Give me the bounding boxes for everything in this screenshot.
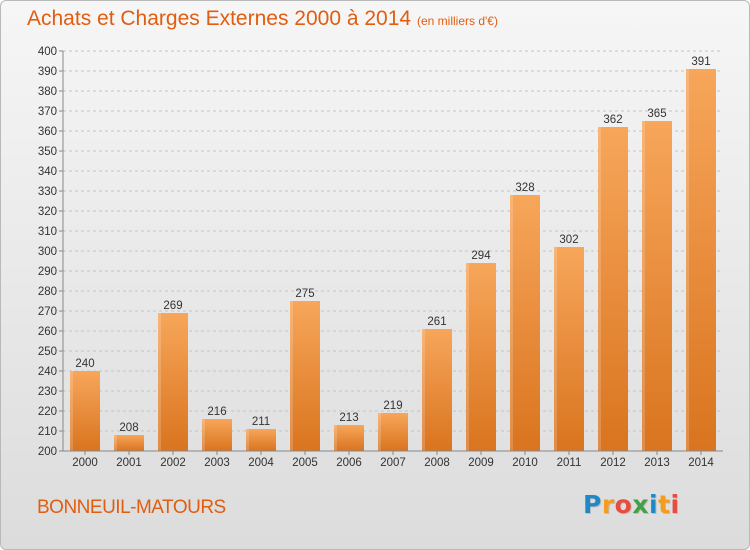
- x-tick-label-2003: 2003: [204, 457, 230, 469]
- bar-highlight: [246, 429, 249, 451]
- y-tick-label: 260: [38, 326, 57, 338]
- logo-letter: t: [658, 490, 671, 519]
- x-tick-label-2000: 2000: [72, 457, 98, 469]
- logo-letter: x: [632, 490, 649, 519]
- y-tick-label: 280: [38, 286, 57, 298]
- chart-title: Achats et Charges Externes 2000 à 2014: [27, 7, 412, 30]
- data-label-2003: 216: [207, 406, 226, 418]
- y-tick-label: 340: [38, 166, 57, 178]
- bar-2001: [114, 435, 144, 451]
- x-tick-label-2008: 2008: [424, 457, 450, 469]
- bar-highlight: [686, 69, 689, 451]
- y-tick-label: 220: [38, 406, 57, 418]
- y-tick-label: 390: [38, 66, 57, 78]
- bar-highlight: [466, 263, 469, 451]
- y-tick-label: 400: [38, 46, 57, 58]
- y-tick-label: 270: [38, 306, 57, 318]
- data-label-2010: 328: [515, 182, 534, 194]
- logo-letter: i: [649, 490, 659, 519]
- bar-2010: [510, 195, 540, 451]
- y-tick-label: 370: [38, 106, 57, 118]
- y-tick-label: 380: [38, 86, 57, 98]
- bar-2008: [422, 329, 452, 451]
- data-label-2004: 211: [252, 416, 270, 428]
- bar-2007: [378, 413, 408, 451]
- logo-letter: o: [614, 490, 633, 519]
- x-tick-label-2013: 2013: [644, 457, 670, 469]
- x-tick-label-2001: 2001: [116, 457, 142, 469]
- data-label-2012: 362: [603, 114, 622, 126]
- bar-2006: [334, 425, 364, 451]
- data-label-2002: 269: [163, 300, 182, 312]
- x-tick-label-2007: 2007: [380, 457, 406, 469]
- bar-2013: [642, 121, 672, 451]
- data-label-2000: 240: [75, 358, 94, 370]
- bar-highlight: [554, 247, 557, 451]
- bar-2003: [202, 419, 232, 451]
- proxiti-logo: Proxiti: [583, 490, 680, 519]
- logo-letter: P: [583, 490, 602, 519]
- y-tick-label: 240: [38, 366, 57, 378]
- y-tick-label: 300: [38, 246, 57, 258]
- bar-highlight: [510, 195, 513, 451]
- y-tick-label: 200: [38, 446, 57, 458]
- bar-highlight: [158, 313, 161, 451]
- bar-2009: [466, 263, 496, 451]
- bar-2012: [598, 127, 628, 451]
- y-tick-label: 360: [38, 126, 57, 138]
- data-label-2009: 294: [471, 250, 491, 262]
- data-label-2008: 261: [427, 316, 446, 328]
- bar-highlight: [202, 419, 205, 451]
- y-tick-label: 320: [38, 206, 57, 218]
- bar-highlight: [378, 413, 381, 451]
- bar-2005: [290, 301, 320, 451]
- logo-letter: r: [601, 490, 615, 519]
- bar-highlight: [642, 121, 645, 451]
- x-tick-label-2005: 2005: [292, 457, 318, 469]
- bar-2000: [70, 371, 100, 451]
- bar-2014: [686, 69, 716, 451]
- x-tick-label-2004: 2004: [248, 457, 274, 469]
- x-tick-label-2006: 2006: [336, 457, 362, 469]
- y-tick-label: 250: [38, 346, 57, 358]
- logo-letter: i: [670, 490, 680, 519]
- bar-highlight: [334, 425, 337, 451]
- bar-highlight: [70, 371, 73, 451]
- data-label-2014: 391: [691, 56, 710, 68]
- bar-highlight: [290, 301, 293, 451]
- data-label-2011: 302: [559, 234, 578, 246]
- bar-highlight: [422, 329, 425, 451]
- city-name: BONNEUIL-MATOURS: [37, 497, 226, 518]
- x-tick-label-2011: 2011: [557, 457, 582, 469]
- data-label-2001: 208: [119, 422, 138, 434]
- y-tick-label: 350: [38, 146, 57, 158]
- data-label-2006: 213: [339, 412, 358, 424]
- bar-2004: [246, 429, 276, 451]
- y-tick-label: 330: [38, 186, 57, 198]
- data-label-2005: 275: [295, 288, 314, 300]
- x-tick-label-2014: 2014: [688, 457, 714, 469]
- data-label-2007: 219: [383, 400, 402, 412]
- data-label-2013: 365: [647, 108, 666, 120]
- bar-highlight: [598, 127, 601, 451]
- x-tick-label-2009: 2009: [468, 457, 494, 469]
- x-tick-label-2010: 2010: [512, 457, 538, 469]
- x-tick-label-2002: 2002: [160, 457, 186, 469]
- bar-2011: [554, 247, 584, 451]
- x-tick-label-2012: 2012: [600, 457, 626, 469]
- y-tick-label: 210: [38, 426, 57, 438]
- bar-highlight: [114, 435, 117, 451]
- bar-2002: [158, 313, 188, 451]
- y-tick-label: 230: [38, 386, 57, 398]
- chart-subtitle: (en milliers d'€): [417, 14, 498, 28]
- y-tick-label: 310: [38, 226, 57, 238]
- y-tick-label: 290: [38, 266, 57, 278]
